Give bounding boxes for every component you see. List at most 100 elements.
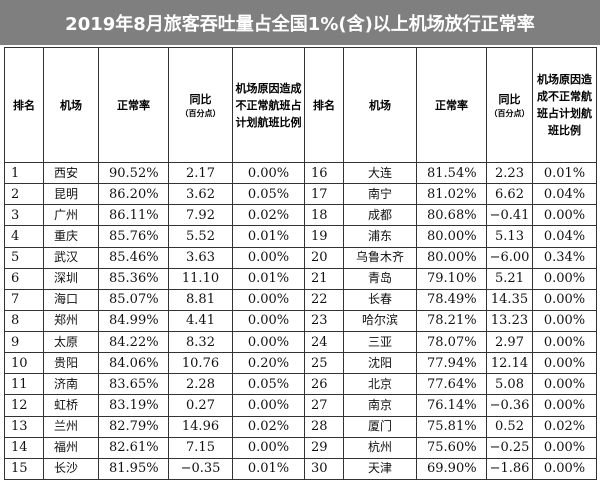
- cell-ratio-left: 0.00%: [232, 288, 305, 311]
- header-ratio: 机场原因造成不正常航班占计划航班比例: [232, 47, 305, 163]
- header-airport: 机场: [43, 47, 99, 163]
- header-yoy: 同比 （百分点）: [168, 47, 233, 163]
- cell-ratio-left: 0.01%: [232, 225, 305, 248]
- cell-ratio-left: 0.05%: [232, 373, 305, 396]
- cell-rate-left: 81.95%: [98, 457, 169, 481]
- cell-rank-left: 1: [4, 161, 44, 185]
- cell-rank-left: 7: [4, 288, 44, 311]
- cell-ratio-right: 0.02%: [532, 415, 597, 438]
- cell-rate-right: 77.64%: [416, 373, 487, 396]
- cell-rank-right: 17: [304, 183, 344, 206]
- cell-rank-right: 29: [304, 436, 344, 459]
- cell-ratio-right: 0.00%: [532, 436, 597, 459]
- cell-rate-left: 82.61%: [98, 436, 169, 459]
- cell-yoy-left: 11.10: [168, 267, 233, 290]
- cell-rank-right: 26: [304, 373, 344, 396]
- table-row: 8 郑州 84.99% 4.41 0.00% 23 哈尔滨 78.21% 13.23 0.00%: [4, 309, 597, 333]
- cell-rank-left: 5: [4, 246, 44, 269]
- cell-rank-right: 25: [304, 352, 344, 375]
- cell-ratio-right: 0.00%: [532, 394, 597, 417]
- table-row: 7 海口 85.07% 8.81 0.00% 22 长春 78.49% 14.35 0.00%: [4, 288, 597, 311]
- cell-yoy-right: −0.25: [486, 436, 533, 459]
- table-row: 1 西安 90.52% 2.17 0.00% 16 大连 81.54% 2.23 0.01%: [4, 161, 597, 185]
- cell-yoy-right: 2.97: [486, 330, 533, 354]
- cell-yoy-right: −0.41: [486, 204, 533, 227]
- cell-ratio-right: 0.00%: [532, 330, 597, 354]
- table-row: 9 太原 84.22% 8.32 0.00% 24 三亚 78.07% 2.97 0.00%: [4, 330, 597, 354]
- cell-rate-left: 85.46%: [98, 246, 169, 269]
- header-rank: 排名: [4, 47, 44, 163]
- cell-rank-left: 14: [4, 436, 44, 459]
- cell-airport-left: 济南: [43, 373, 99, 396]
- cell-yoy-left: 14.96: [168, 415, 233, 438]
- header-ratio-right: 机场原因造成不正常航班占计划航班比例: [532, 47, 597, 163]
- cell-rate-right: 75.81%: [416, 415, 487, 438]
- table-row: 2 昆明 86.20% 3.62 0.05% 17 南宁 81.02% 6.62 0.04%: [4, 183, 597, 206]
- cell-yoy-left: 8.32: [168, 330, 233, 354]
- cell-ratio-right: 0.00%: [532, 457, 597, 481]
- cell-yoy-right: 0.52: [486, 415, 533, 438]
- cell-ratio-right: 0.01%: [532, 161, 597, 185]
- cell-airport-right: 沈阳: [343, 352, 417, 375]
- cell-yoy-right: 12.14: [486, 352, 533, 375]
- cell-rate-right: 75.60%: [416, 436, 487, 459]
- cell-yoy-left: 4.41: [168, 309, 233, 333]
- table-row: 5 武汉 85.46% 3.63 0.00% 20 乌鲁木齐 80.00% −6.00 0.34%: [4, 246, 597, 269]
- cell-rate-right: 80.68%: [416, 204, 487, 227]
- cell-airport-left: 郑州: [43, 309, 99, 333]
- cell-yoy-right: −1.86: [486, 457, 533, 481]
- cell-rank-left: 15: [4, 457, 44, 481]
- cell-ratio-left: 0.00%: [232, 436, 305, 459]
- cell-rank-left: 9: [4, 330, 44, 354]
- cell-ratio-right: 0.00%: [532, 267, 597, 290]
- table-row: 4 重庆 85.76% 5.52 0.01% 19 浦东 80.00% 5.13 0.04%: [4, 225, 597, 248]
- cell-rate-right: 78.21%: [416, 309, 487, 333]
- cell-rate-left: 83.19%: [98, 394, 169, 417]
- cell-ratio-left: 0.05%: [232, 183, 305, 206]
- cell-airport-right: 厦门: [343, 415, 417, 438]
- cell-ratio-left: 0.00%: [232, 394, 305, 417]
- cell-airport-left: 虹桥: [43, 394, 99, 417]
- cell-rate-right: 81.54%: [416, 161, 487, 185]
- cell-airport-left: 长沙: [43, 457, 99, 481]
- header-yoy-right: 同比 （百分点）: [486, 47, 533, 163]
- cell-ratio-right: 0.00%: [532, 204, 597, 227]
- cell-ratio-right: 0.04%: [532, 225, 597, 248]
- cell-ratio-left: 0.20%: [232, 352, 305, 375]
- cell-rate-right: 80.00%: [416, 225, 487, 248]
- cell-ratio-right: 0.00%: [532, 352, 597, 375]
- cell-yoy-right: 5.21: [486, 267, 533, 290]
- cell-rank-right: 24: [304, 330, 344, 354]
- cell-yoy-right: 13.23: [486, 309, 533, 333]
- cell-rank-left: 2: [4, 183, 44, 206]
- cell-ratio-left: 0.00%: [232, 309, 305, 333]
- cell-yoy-left: 7.92: [168, 204, 233, 227]
- cell-rate-left: 85.07%: [98, 288, 169, 311]
- cell-rank-right: 22: [304, 288, 344, 311]
- cell-airport-left: 兰州: [43, 415, 99, 438]
- cell-rate-left: 85.76%: [98, 225, 169, 248]
- cell-yoy-right: 14.35: [486, 288, 533, 311]
- header-row: 排名 机场 正常率 同比 （百分点） 机场原因造成不正常航班占计划航班比例 排名…: [4, 47, 597, 163]
- cell-airport-left: 贵阳: [43, 352, 99, 375]
- cell-ratio-left: 0.01%: [232, 457, 305, 481]
- cell-rank-left: 10: [4, 352, 44, 375]
- cell-airport-right: 北京: [343, 373, 417, 396]
- cell-yoy-right: 5.08: [486, 373, 533, 396]
- table-row: 12 虹桥 83.19% 0.27 0.00% 27 南京 76.14% −0.36 0.00%: [4, 394, 597, 417]
- cell-airport-left: 武汉: [43, 246, 99, 269]
- cell-yoy-left: 3.63: [168, 246, 233, 269]
- cell-rank-left: 11: [4, 373, 44, 396]
- cell-yoy-right: 6.62: [486, 183, 533, 206]
- table-row: 3 广州 86.11% 7.92 0.02% 18 成都 80.68% −0.41 0.00%: [4, 204, 597, 227]
- cell-yoy-right: −0.36: [486, 394, 533, 417]
- cell-rate-left: 85.36%: [98, 267, 169, 290]
- cell-airport-left: 西安: [43, 161, 99, 185]
- cell-yoy-left: −0.35: [168, 457, 233, 481]
- cell-rate-right: 76.14%: [416, 394, 487, 417]
- cell-airport-right: 杭州: [343, 436, 417, 459]
- cell-rate-right: 80.00%: [416, 246, 487, 269]
- table-row: 15 长沙 81.95% −0.35 0.01% 30 天津 69.90% −1.86 0.00%: [4, 457, 597, 481]
- cell-yoy-right: 5.13: [486, 225, 533, 248]
- cell-airport-right: 成都: [343, 204, 417, 227]
